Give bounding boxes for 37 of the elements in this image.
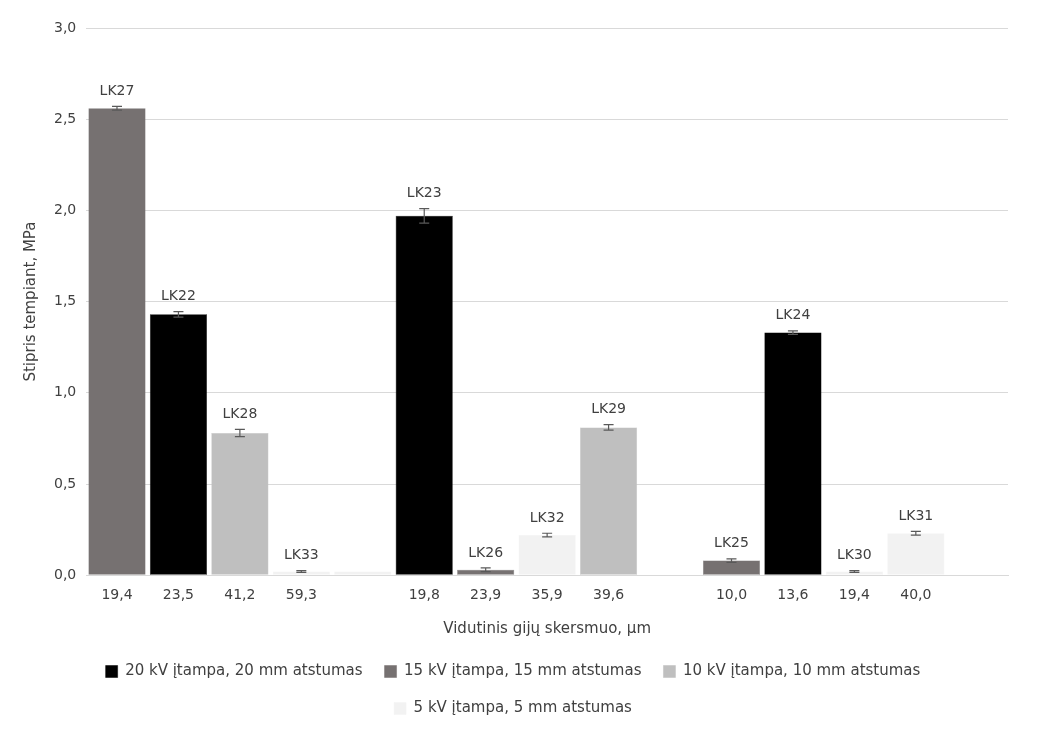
x-tick-label: 40,0 — [900, 586, 932, 603]
y-tick-label: 1,0 — [54, 383, 77, 400]
x-tick-label: 23,5 — [162, 586, 195, 603]
data-label: LK31 — [898, 507, 934, 524]
legend-label: 20 kV įtampa, 20 mm atstumas — [125, 661, 363, 680]
data-label: LK23 — [406, 184, 442, 201]
x-tick-label: 19,8 — [408, 586, 440, 603]
data-label: LK30 — [836, 546, 872, 563]
y-tick-label: 2,5 — [54, 109, 77, 126]
x-tick-label: 59,3 — [285, 586, 317, 603]
y-tick-label: 2,0 — [54, 201, 77, 218]
x-tick-label: 19,4 — [101, 586, 133, 603]
x-tick-label: 13,6 — [777, 586, 809, 603]
legend-label: 5 kV įtampa, 5 mm atstumas — [413, 698, 633, 717]
data-label: LK24 — [775, 306, 811, 323]
data-label: LK32 — [529, 508, 565, 525]
legend-label: 15 kV įtampa, 15 mm atstumas — [404, 661, 642, 680]
x-tick-label: 23,9 — [470, 586, 502, 603]
data-label: LK26 — [468, 543, 504, 560]
x-tick-label: 35,9 — [531, 586, 563, 603]
x-tick-label: 39,6 — [593, 586, 625, 603]
x-tick-label: 10,0 — [715, 586, 748, 603]
y-tick-label: 1,5 — [54, 292, 77, 309]
legend-label: 10 kV įtampa, 10 mm atstumas — [682, 661, 921, 680]
x-axis-title: Vidutinis gijų skersmuo, μm — [443, 618, 651, 637]
y-tick-label: 3,0 — [54, 18, 77, 35]
x-tick-label: 41,2 — [224, 586, 256, 603]
x-tick-label: 19,4 — [838, 586, 871, 603]
data-label: LK27 — [99, 82, 135, 99]
data-label: LK33 — [283, 546, 319, 563]
data-label: LK28 — [222, 404, 258, 421]
y-axis-title: Stipris tempiant, MPa — [20, 221, 39, 382]
data-label: LK25 — [714, 534, 749, 551]
y-tick-label: 0,5 — [54, 474, 77, 491]
data-label: LK22 — [161, 287, 196, 304]
data-label: LK29 — [591, 400, 626, 417]
y-tick-label: 0,0 — [54, 565, 77, 582]
